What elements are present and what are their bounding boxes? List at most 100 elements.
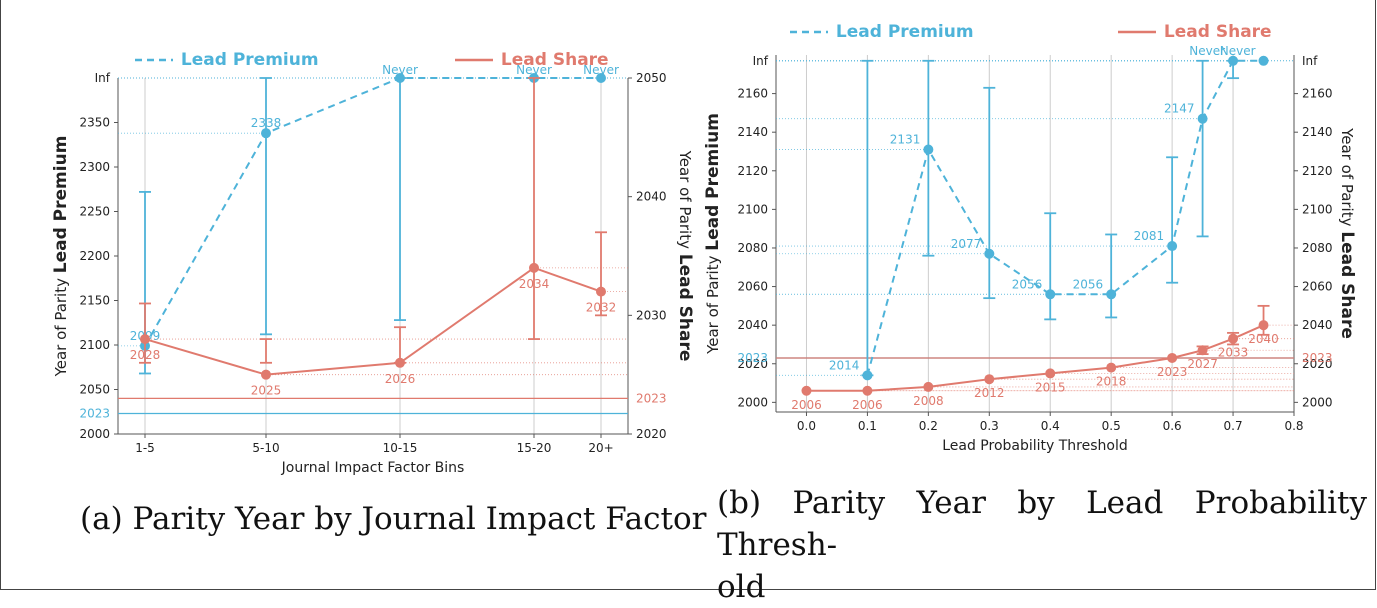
data-point-share — [862, 385, 873, 396]
data-label-share: 2006 — [791, 398, 822, 412]
y-tick-label-left: 2040 — [737, 318, 768, 332]
y-tick-label-left-inf: Inf — [95, 71, 111, 85]
legend-a-share-swatch — [455, 58, 493, 62]
x-tick-label: 0.1 — [858, 419, 877, 433]
legend-b-share-swatch — [1118, 30, 1156, 34]
x-tick-label: 0.7 — [1224, 419, 1243, 433]
legend-b-premium-swatch — [790, 30, 828, 34]
y-tick-label-right: 2100 — [1302, 202, 1333, 216]
data-point-share — [923, 381, 934, 392]
reference-label-premium: 2023 — [737, 351, 768, 365]
y-axis-label-left-prefix: Year of Parity — [704, 251, 722, 355]
data-label-premium: Never — [1220, 44, 1256, 58]
y-tick-label-left: 2150 — [79, 294, 110, 308]
data-point-share — [801, 385, 812, 396]
data-label-share: 2012 — [974, 386, 1005, 400]
data-point-premium — [1045, 289, 1056, 300]
x-tick-label: 0.4 — [1041, 419, 1060, 433]
data-label-share: 2015 — [1035, 380, 1066, 394]
data-label-share: 2034 — [519, 277, 550, 291]
chart-lead-probability-threshold: 2000 2020 2040 2060 2080 2100 2120 2140 2160 Inf 2… — [703, 44, 1357, 454]
x-tick-label: 0.0 — [797, 419, 816, 433]
legend-b-share: Lead Share — [1118, 22, 1272, 42]
y-axis-label-right-prefix: Year of Parity — [1338, 127, 1356, 231]
x-tick-label: 15-20 — [517, 441, 552, 455]
x-tick-label: 0.5 — [1102, 419, 1121, 433]
y-tick-label-right: 2030 — [636, 308, 667, 322]
figure-frame — [0, 0, 1376, 590]
legend-b-share-label: Lead Share — [1163, 22, 1272, 42]
y-axis-label-left-prefix: Year of Parity — [52, 273, 70, 377]
x-tick-label: 0.6 — [1163, 419, 1182, 433]
y-tick-label-left: 2250 — [79, 205, 110, 219]
y-axis-label-right: Year of Parity Lead Share — [1337, 127, 1357, 339]
data-label-share: 2023 — [1157, 365, 1188, 379]
legend-a-share-label: Lead Share — [500, 50, 609, 70]
y-axis-label-left-bold: Lead Premium — [51, 136, 71, 274]
data-point-premium — [261, 128, 271, 139]
y-tick-label-left: 2020 — [737, 357, 768, 371]
x-tick-label: 10-15 — [383, 441, 418, 455]
data-label-premium: Never — [583, 63, 619, 77]
caption-a: (a) Parity Year by Journal Impact Factor — [80, 501, 707, 537]
data-point-premium — [596, 73, 606, 83]
data-label-share: 2027 — [1187, 357, 1218, 371]
y-tick-label-right: 2160 — [1302, 87, 1333, 101]
x-tick-label: 1-5 — [135, 441, 155, 455]
data-point-share — [596, 286, 606, 297]
y-tick-label-right: 2040 — [636, 190, 667, 204]
y-tick-label-left: 2060 — [737, 280, 768, 294]
data-point-premium — [395, 73, 405, 83]
data-point-share — [261, 369, 271, 380]
x-axis-label: Journal Impact Factor Bins — [281, 460, 465, 476]
data-label-premium: 2147 — [1164, 102, 1195, 116]
data-label-share: 2018 — [1096, 375, 1127, 389]
y-tick-label-right: 2020 — [1302, 357, 1333, 371]
legend-b-premium: Lead Premium — [790, 22, 974, 42]
y-tick-label-left: 2050 — [79, 383, 110, 397]
chart-journal-impact-factor: 2000 2050 2100 2150 2200 2250 2300 2350 Inf 2020 2… — [51, 63, 695, 476]
y-axis-label-left: Year of Parity Lead Premium — [51, 136, 71, 378]
caption-b: (b) Parity Year by Lead Probability Thre… — [717, 485, 1367, 605]
y-tick-label-right: 2140 — [1302, 125, 1333, 139]
data-label-premium: 2081 — [1134, 229, 1165, 243]
reference-label-premium: 2023 — [79, 407, 110, 421]
data-point-share — [1197, 345, 1208, 356]
y-tick-label-left: 2100 — [737, 202, 768, 216]
x-tick-label: 5-10 — [252, 441, 279, 455]
data-label-premium: 2338 — [251, 116, 282, 130]
y-tick-label-left-inf: Inf — [753, 54, 769, 68]
legend-a-premium: Lead Premium — [135, 50, 319, 70]
data-label-share: 2033 — [1218, 346, 1249, 360]
y-tick-label-left: 2350 — [79, 116, 110, 130]
legend-a-premium-swatch — [135, 58, 173, 62]
data-point-share — [395, 357, 405, 368]
y-tick-label-right: 2050 — [636, 71, 667, 85]
y-tick-label-right: 2040 — [1302, 318, 1333, 332]
legend-a-share: Lead Share — [455, 50, 609, 70]
data-point-share — [529, 262, 539, 273]
series-line-share — [806, 324, 1264, 392]
data-label-premium: Never — [516, 63, 552, 77]
y-tick-label-left: 2000 — [737, 395, 768, 409]
data-label-premium: 2014 — [829, 358, 860, 372]
data-point-share — [1167, 352, 1178, 363]
series-line-premium — [144, 77, 601, 347]
x-axis-label: Lead Probability Threshold — [942, 438, 1128, 454]
data-point-premium — [984, 248, 995, 259]
reference-label-share: 2023 — [636, 391, 667, 405]
data-point-premium — [1258, 55, 1269, 66]
series-line-premium — [866, 59, 1264, 376]
data-point-share — [1106, 362, 1117, 373]
data-label-share: 2026 — [385, 372, 416, 386]
y-tick-label-right: 2020 — [636, 427, 667, 441]
data-point-share — [984, 374, 995, 385]
data-label-premium: 2077 — [951, 237, 982, 251]
x-tick-label: 0.2 — [919, 419, 938, 433]
legend-b-premium-label: Lead Premium — [835, 22, 974, 42]
data-label-premium: 2056 — [1012, 277, 1043, 291]
data-point-premium — [862, 370, 873, 381]
data-point-premium — [923, 144, 934, 155]
data-label-share: 2028 — [130, 348, 161, 362]
data-label-premium: 2131 — [890, 133, 921, 147]
